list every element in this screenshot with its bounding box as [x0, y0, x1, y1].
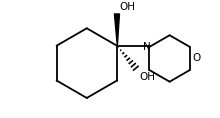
Text: O: O: [193, 53, 201, 63]
Polygon shape: [114, 14, 119, 46]
Text: OH: OH: [119, 2, 135, 12]
Text: N: N: [143, 42, 150, 52]
Text: OH: OH: [139, 72, 155, 82]
